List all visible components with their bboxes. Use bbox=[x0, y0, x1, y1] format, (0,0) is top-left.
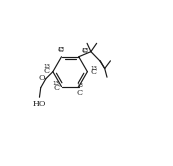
Text: C: C bbox=[53, 84, 59, 92]
Text: C: C bbox=[58, 46, 64, 54]
Text: 13: 13 bbox=[52, 81, 59, 86]
Text: 13: 13 bbox=[76, 83, 83, 88]
Text: C: C bbox=[44, 67, 50, 75]
Text: 13: 13 bbox=[90, 66, 97, 71]
Text: C: C bbox=[81, 47, 88, 55]
Text: 13: 13 bbox=[57, 47, 64, 52]
Text: HO: HO bbox=[33, 100, 46, 108]
Text: O: O bbox=[38, 74, 45, 82]
Text: 13: 13 bbox=[43, 64, 50, 69]
Text: C: C bbox=[76, 89, 83, 97]
Text: 13: 13 bbox=[81, 48, 89, 53]
Text: C: C bbox=[90, 68, 96, 77]
